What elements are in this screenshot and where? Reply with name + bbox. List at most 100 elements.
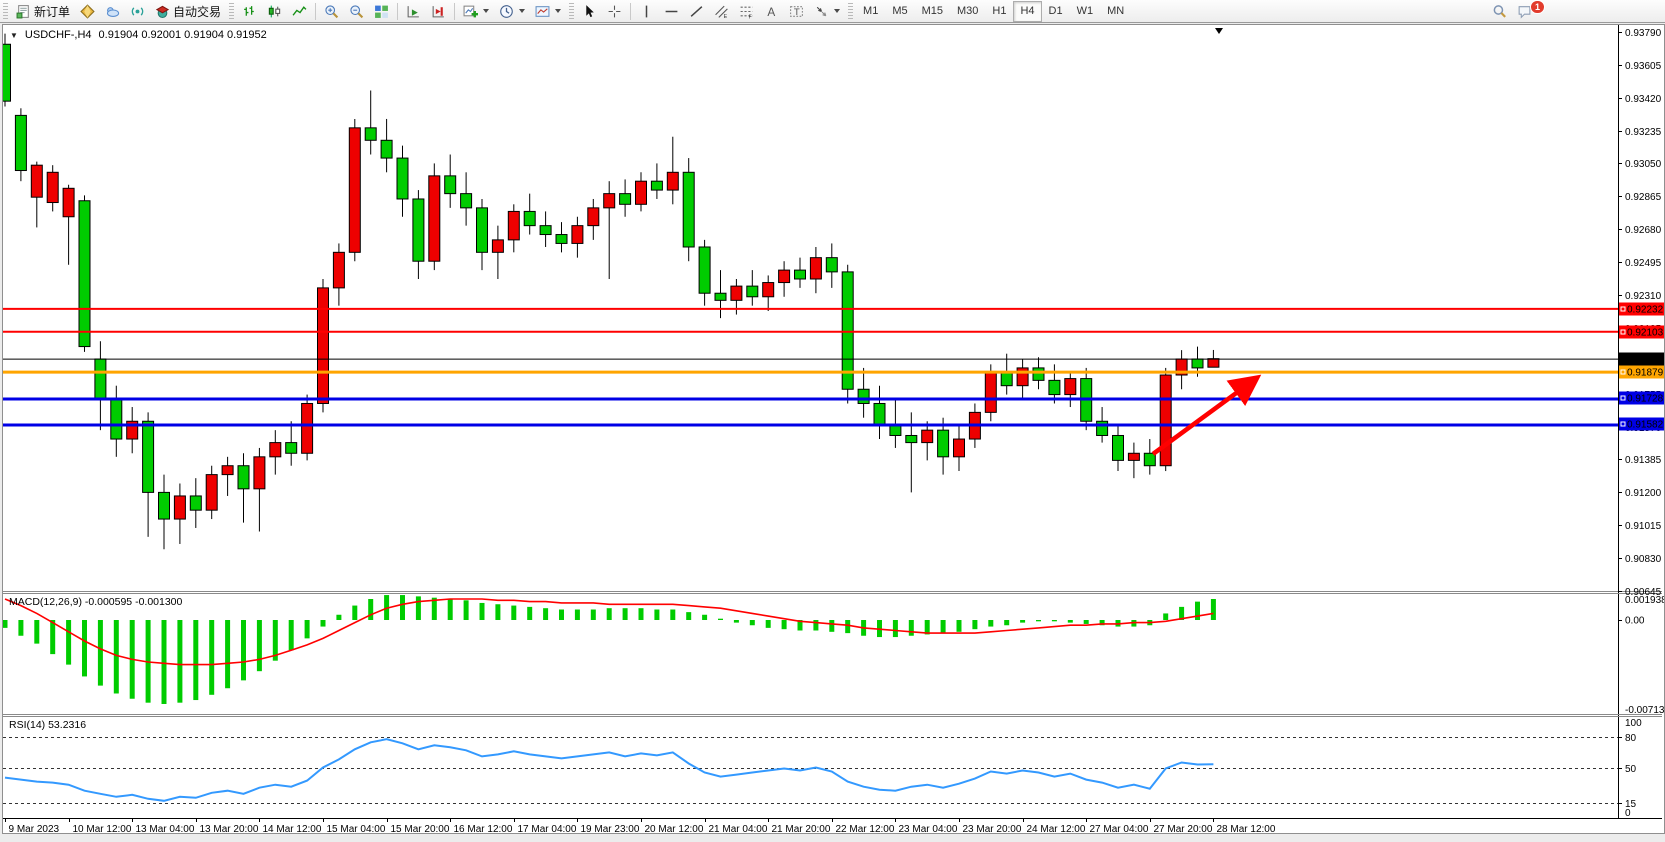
toolbar-separator: [315, 2, 317, 20]
channel-tool-button[interactable]: E: [709, 0, 734, 22]
chart-shift-icon: [432, 5, 444, 17]
toolbar-grip[interactable]: [848, 3, 854, 19]
notifications-button[interactable]: 1: [1512, 0, 1555, 22]
horizontal-line-tool-button[interactable]: [659, 0, 684, 22]
toolbar-grip[interactable]: [3, 3, 8, 19]
fibonacci-icon: F: [740, 6, 753, 19]
toolbar-grip[interactable]: [229, 3, 235, 19]
svg-text:0.92865: 0.92865: [1625, 192, 1662, 203]
auto-scroll-button[interactable]: [401, 0, 426, 22]
zoom-out-button[interactable]: [344, 0, 369, 22]
arrow-objects-dropdown-caret[interactable]: [834, 9, 841, 13]
new-order-label: 新订单: [34, 4, 71, 19]
indicators-dropdown-caret[interactable]: [483, 9, 490, 13]
arrow-objects-button[interactable]: [809, 0, 845, 22]
zoom-out-icon: [350, 4, 364, 18]
line-chart-mode-button[interactable]: [287, 0, 312, 22]
svg-text:0.001938: 0.001938: [1625, 595, 1664, 606]
timeframe-w1-button[interactable]: W1: [1076, 4, 1094, 17]
svg-text:0.93235: 0.93235: [1625, 127, 1662, 138]
chart-shift-button[interactable]: [426, 0, 451, 22]
indicators-button[interactable]: [458, 0, 494, 22]
tile-windows-button[interactable]: [369, 0, 394, 22]
toolbar-grip[interactable]: [569, 3, 575, 19]
svg-text:20 Mar 12:00: 20 Mar 12:00: [645, 824, 704, 833]
svg-text:15 Mar 20:00: 15 Mar 20:00: [391, 824, 450, 833]
ohlc-bars-icon: [244, 5, 254, 16]
text-label-tool-button[interactable]: T: [784, 0, 809, 22]
svg-text:16 Mar 12:00: 16 Mar 12:00: [454, 824, 513, 833]
periods-dropdown-caret[interactable]: [519, 9, 526, 13]
timeframe-h4-button[interactable]: H4: [1013, 0, 1042, 22]
zoom-in-icon: [325, 4, 339, 18]
text-tool-button[interactable]: A: [759, 0, 784, 22]
candlestick-icon: [268, 5, 281, 17]
svg-text:21 Mar 20:00: 21 Mar 20:00: [772, 824, 831, 833]
macd-plot: [3, 595, 1216, 704]
svg-text:13 Mar 04:00: 13 Mar 04:00: [136, 824, 195, 833]
trendline-icon: [690, 5, 703, 17]
trend-arrow-annotation[interactable]: [1151, 374, 1262, 456]
zoom-in-button[interactable]: [319, 0, 344, 22]
fibonacci-tool-button[interactable]: F: [734, 0, 759, 22]
chart-title: ▼ USDCHF-,H4 0.91904 0.92001 0.91904 0.9…: [10, 29, 267, 41]
new-order-button[interactable]: 新订单: [11, 0, 75, 22]
svg-text:13 Mar 20:00: 13 Mar 20:00: [200, 824, 259, 833]
auto-trading-button[interactable]: 自动交易: [150, 0, 226, 22]
crosshair-tool-button[interactable]: [602, 0, 627, 22]
svg-text:0.93790: 0.93790: [1625, 28, 1662, 39]
svg-text:0.92680: 0.92680: [1625, 225, 1662, 236]
search-icon: [1493, 4, 1506, 18]
svg-text:0.91582: 0.91582: [1627, 420, 1664, 431]
svg-text:0.92495: 0.92495: [1625, 258, 1662, 269]
collapse-arrow-icon[interactable]: ▼: [10, 30, 18, 40]
svg-text:0.93050: 0.93050: [1625, 159, 1662, 170]
notification-badge: 1: [1529, 0, 1545, 14]
gold-diamond-icon: [80, 3, 95, 19]
template-icon: [535, 5, 550, 17]
price-level-lines[interactable]: [3, 307, 1618, 427]
bar-chart-mode-button[interactable]: [237, 0, 262, 22]
ohlc-values: 0.91904 0.92001 0.91904 0.91952: [98, 29, 267, 41]
line-chart-icon: [292, 5, 307, 16]
svg-text:22 Mar 12:00: 22 Mar 12:00: [836, 824, 895, 833]
timeframe-m15-button[interactable]: M15: [921, 4, 943, 17]
templates-dropdown-caret[interactable]: [555, 9, 562, 13]
text-icon: A: [767, 5, 775, 18]
svg-text:21 Mar 04:00: 21 Mar 04:00: [709, 824, 768, 833]
timeframe-mn-button[interactable]: MN: [1107, 4, 1125, 17]
svg-text:80: 80: [1625, 733, 1637, 744]
search-button[interactable]: [1487, 0, 1512, 22]
trendline-tool-button[interactable]: [684, 0, 709, 22]
candlestick-mode-button[interactable]: [262, 0, 287, 22]
toolbar-separator: [397, 2, 399, 20]
svg-text:27 Mar 04:00: 27 Mar 04:00: [1090, 824, 1149, 833]
chat-bubble-icon: [1518, 5, 1531, 19]
arrow-objects-icon: [816, 6, 827, 16]
horizontal-line-icon: [665, 10, 678, 12]
vertical-line-tool-button[interactable]: [634, 0, 659, 22]
macd-axis: 0.001938 0.00 -0.007132: [1618, 595, 1664, 716]
timeframe-d1-button[interactable]: D1: [1048, 4, 1063, 17]
templates-button[interactable]: [530, 0, 566, 22]
timeframe-m30-button[interactable]: M30: [957, 4, 979, 17]
chart-frame: [3, 25, 1662, 819]
clock-icon: [500, 4, 513, 18]
svg-text:0.90830: 0.90830: [1625, 554, 1662, 565]
signals-button[interactable]: [125, 0, 150, 22]
timeframe-h1-button[interactable]: H1: [992, 4, 1007, 17]
community-button[interactable]: [100, 0, 125, 22]
timeframe-m5-button[interactable]: M5: [892, 4, 908, 17]
svg-text:0.91879: 0.91879: [1627, 368, 1664, 379]
svg-text:15 Mar 04:00: 15 Mar 04:00: [327, 824, 386, 833]
svg-text:0.93605: 0.93605: [1625, 61, 1662, 72]
svg-text:0.91200: 0.91200: [1625, 488, 1662, 499]
periods-button[interactable]: [494, 0, 530, 22]
svg-text:0.91952: 0.91952: [1627, 355, 1664, 366]
market-watch-button[interactable]: [75, 0, 100, 22]
main-toolbar: 新订单 自动交易: [0, 0, 1665, 23]
timeframe-m1-button[interactable]: M1: [863, 4, 879, 17]
cursor-tool-button[interactable]: [577, 0, 602, 22]
chart-shift-marker[interactable]: [1215, 28, 1223, 34]
svg-text:0.91015: 0.91015: [1625, 521, 1662, 532]
